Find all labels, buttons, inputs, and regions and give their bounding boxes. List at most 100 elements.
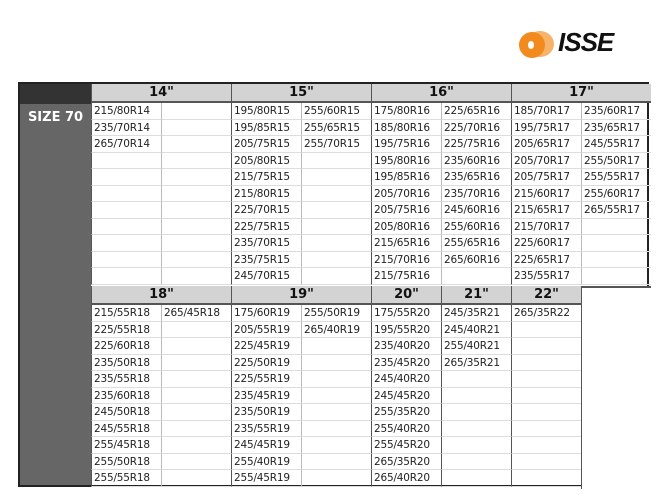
tire-size-cell: 215/60R17 (511, 185, 581, 202)
tire-size-cell: 215/75R15 (231, 169, 301, 186)
empty-cell (301, 371, 371, 388)
empty-cell (161, 169, 231, 186)
tire-size-cell: 205/75R17 (511, 169, 581, 186)
tire-size-cell: 205/65R17 (511, 136, 581, 153)
tire-size-cell: 205/70R17 (511, 152, 581, 169)
tire-size-cell: 255/45R19 (231, 470, 301, 487)
rim-size-header: 20" (371, 286, 441, 305)
tire-size-cell: 235/60R17 (581, 103, 651, 120)
tire-size-cell: 195/75R16 (371, 136, 441, 153)
tire-size-cell: 235/65R16 (441, 169, 511, 186)
tire-size-cell: 255/45R18 (91, 437, 161, 454)
tire-size-cell: 255/65R15 (301, 119, 371, 136)
tire-size-cell: 195/85R15 (231, 119, 301, 136)
empty-cell (301, 218, 371, 235)
empty-cell (511, 387, 581, 404)
tire-size-cell: 205/80R15 (231, 152, 301, 169)
empty-cell (301, 437, 371, 454)
rim-size-header: 22" (511, 286, 581, 305)
tire-size-cell: 225/75R16 (441, 136, 511, 153)
tire-size-cell: 265/45R18 (161, 305, 231, 322)
tire-size-cell: 235/55R17 (511, 268, 581, 285)
tire-size-cell: 225/60R18 (91, 338, 161, 355)
empty-cell (161, 387, 231, 404)
empty-cell (161, 202, 231, 219)
tire-size-cell: 175/55R20 (371, 305, 441, 322)
empty-cell (161, 470, 231, 487)
empty-cell (301, 235, 371, 252)
disc-swirl-icon (519, 31, 554, 58)
tire-size-cell: 175/80R16 (371, 103, 441, 120)
tire-size-cell: 215/80R14 (91, 103, 161, 120)
tire-size-cell: 255/55R18 (91, 470, 161, 487)
tire-size-cell: 245/40R20 (371, 371, 441, 388)
tire-size-cell: 245/70R15 (231, 268, 301, 285)
tire-size-cell: 225/70R16 (441, 119, 511, 136)
empty-cell (581, 251, 651, 268)
tire-size-cell: 195/80R15 (231, 103, 301, 120)
tire-size-cell: 235/75R15 (231, 251, 301, 268)
tire-size-cell: 225/60R17 (511, 235, 581, 252)
empty-cell (301, 169, 371, 186)
rim-size-header: 18" (91, 286, 231, 305)
empty-cell (301, 202, 371, 219)
tire-size-cell: 185/70R17 (511, 103, 581, 120)
empty-cell (161, 404, 231, 421)
tire-size-cell: 225/65R17 (511, 251, 581, 268)
empty-cell (161, 235, 231, 252)
tire-size-cell: 255/65R16 (441, 235, 511, 252)
tire-size-cell: 255/55R17 (581, 169, 651, 186)
tire-size-cell: 255/60R15 (301, 103, 371, 120)
empty-cell (511, 354, 581, 371)
empty-cell (511, 404, 581, 421)
logo-text: ISSE (558, 27, 614, 57)
tire-size-cell: 235/50R19 (231, 404, 301, 421)
empty-cell (511, 420, 581, 437)
empty-cell (91, 202, 161, 219)
tire-size-cell: 175/60R19 (231, 305, 301, 322)
empty-cell (301, 268, 371, 285)
tire-size-cell: 245/55R17 (581, 136, 651, 153)
tire-size-cell: 195/55R20 (371, 321, 441, 338)
empty-cell (441, 420, 511, 437)
tire-size-cell: 245/55R18 (91, 420, 161, 437)
rim-size-header: 21" (441, 286, 511, 305)
tire-size-cell: 195/85R16 (371, 169, 441, 186)
empty-cell (441, 437, 511, 454)
tire-size-cell: 205/70R16 (371, 185, 441, 202)
tire-size-cell: 215/70R17 (511, 218, 581, 235)
tire-size-cell: 235/55R19 (231, 420, 301, 437)
empty-cell (301, 470, 371, 487)
empty-cell (301, 185, 371, 202)
tire-size-cell: 215/65R17 (511, 202, 581, 219)
tire-size-cell: 235/70R16 (441, 185, 511, 202)
size-column: SIZE 70 (20, 84, 91, 485)
tire-size-cell: 205/75R15 (231, 136, 301, 153)
empty-cell (301, 354, 371, 371)
rim-size-header: 15" (231, 84, 371, 103)
rim-size-header: 14" (91, 84, 231, 103)
tire-size-cell: 195/75R17 (511, 119, 581, 136)
tire-size-cell: 265/35R21 (441, 354, 511, 371)
empty-cell (161, 185, 231, 202)
empty-cell (161, 103, 231, 120)
tire-size-cell: 265/40R19 (301, 321, 371, 338)
empty-cell (161, 119, 231, 136)
empty-cell (161, 218, 231, 235)
tire-size-cell: 235/60R16 (441, 152, 511, 169)
empty-cell (441, 371, 511, 388)
tire-size-cell: 255/45R20 (371, 437, 441, 454)
tire-size-cell: 215/65R16 (371, 235, 441, 252)
rim-size-header: 19" (231, 286, 371, 305)
tire-size-cell: 225/50R19 (231, 354, 301, 371)
tire-size-cell: 235/55R18 (91, 371, 161, 388)
tire-size-cell: 205/80R16 (371, 218, 441, 235)
empty-cell (511, 453, 581, 470)
empty-cell (301, 404, 371, 421)
empty-cell (301, 420, 371, 437)
tire-size-cell: 265/35R22 (511, 305, 581, 322)
empty-cell (301, 387, 371, 404)
tire-size-cell: 255/60R16 (441, 218, 511, 235)
tire-size-cell: 245/45R19 (231, 437, 301, 454)
empty-cell (581, 218, 651, 235)
